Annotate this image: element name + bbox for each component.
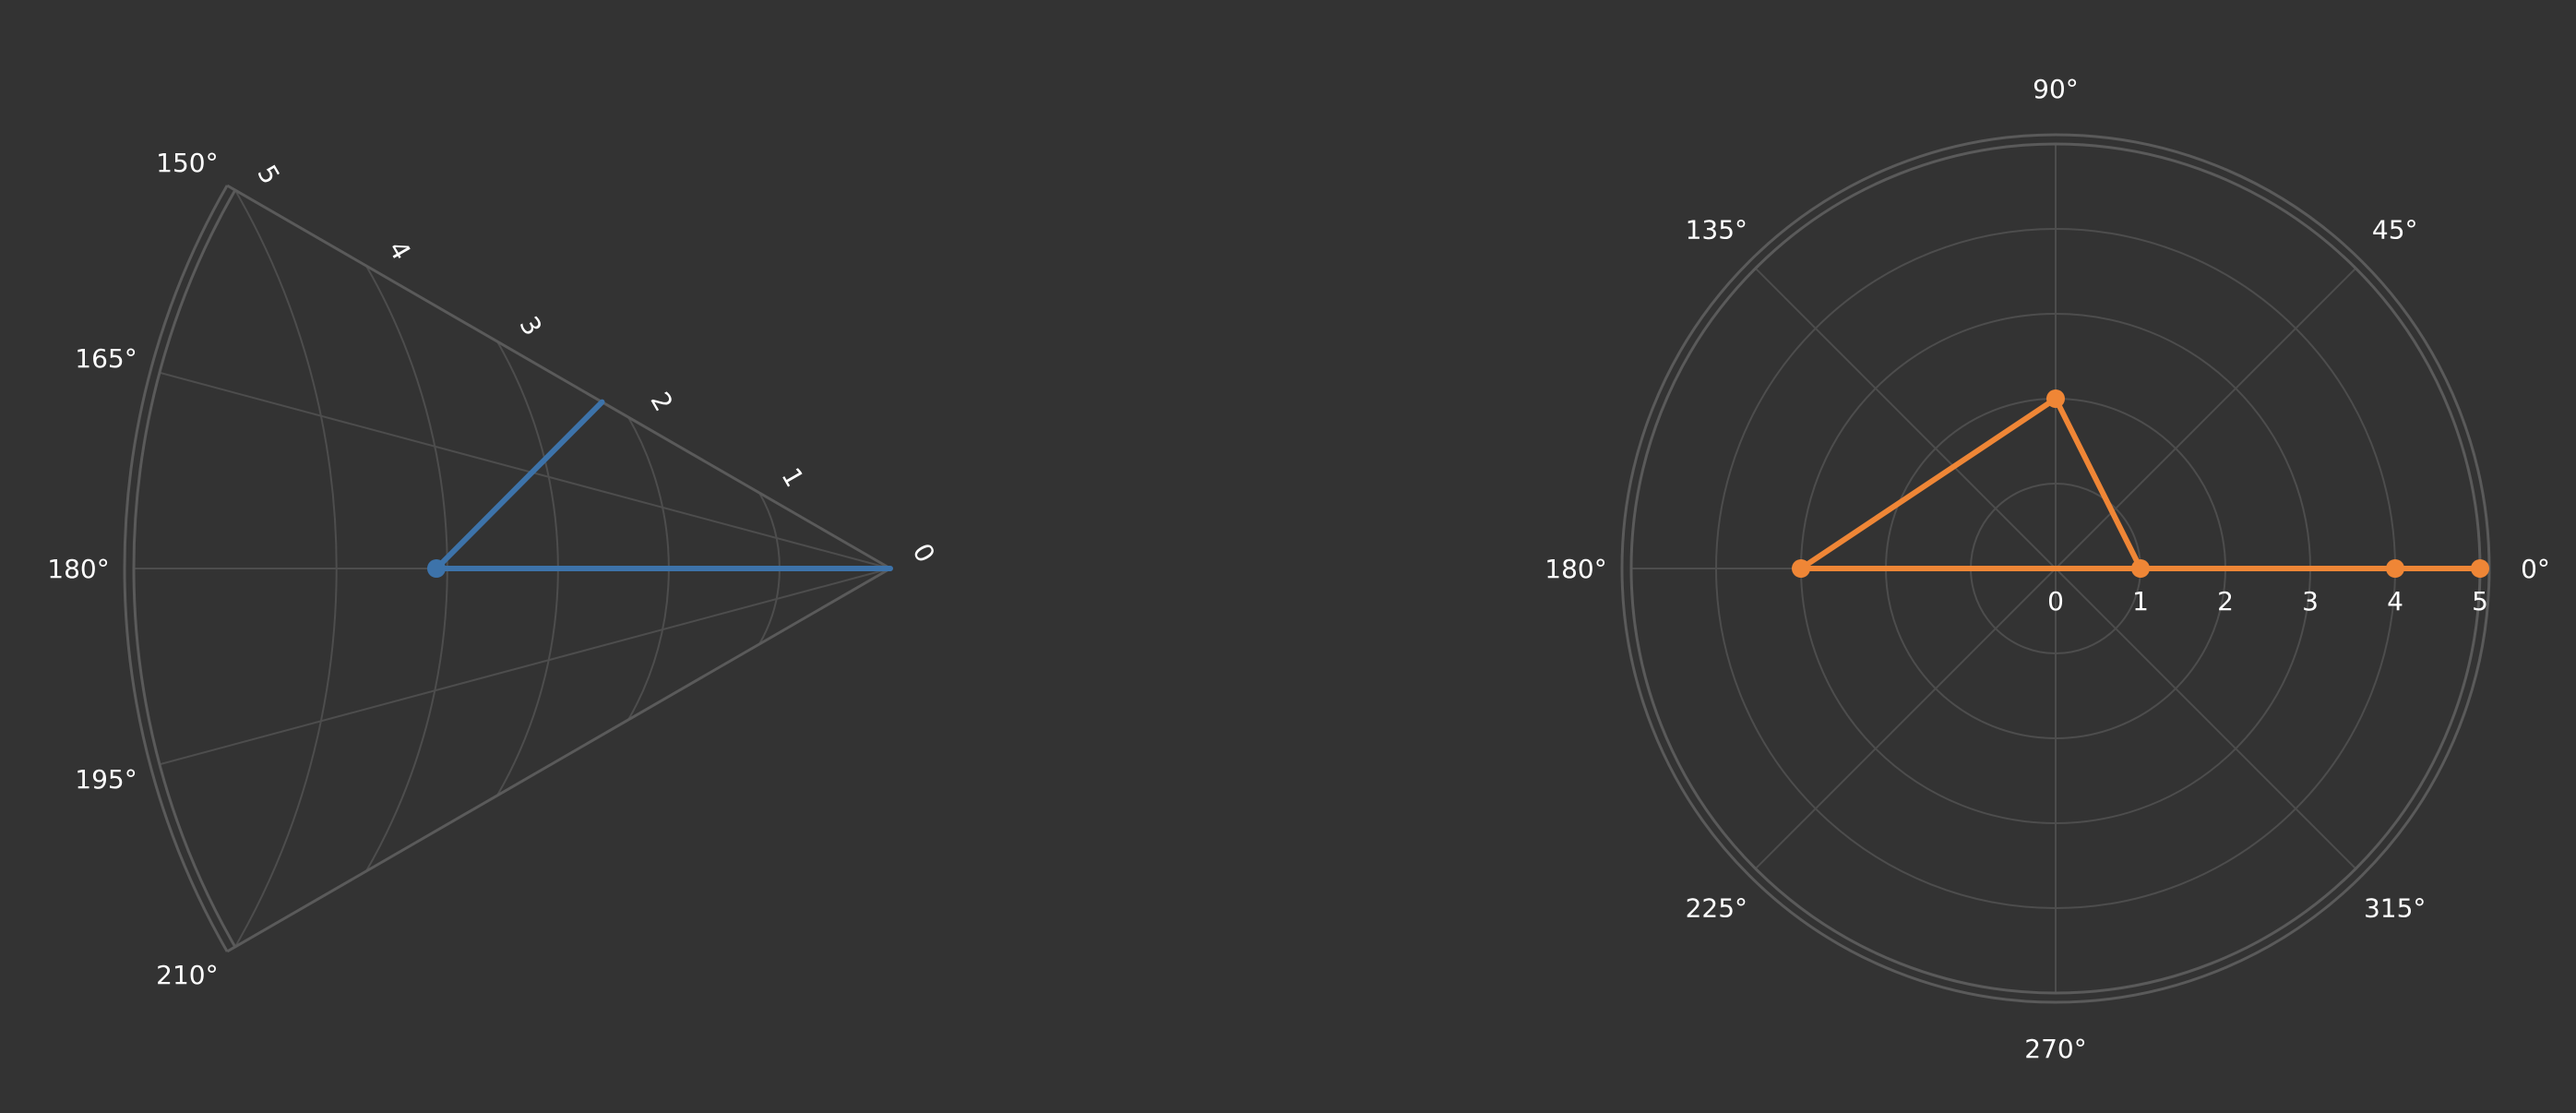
polar-full-chart: 0 1 2 3 4 5 0° 45° 90° 135° 180° 225° 270° 315° [1544,74,2550,1064]
radial-tick-label: 1 [2132,586,2149,616]
angular-tick-label: 180° [47,554,109,584]
polar-edge-line [226,567,891,953]
radial-tick-label: 4 [2387,586,2403,616]
polar-outline [123,185,229,952]
angular-grid-line [2055,268,2356,569]
radial-tick-label: 0 [2047,586,2064,616]
angular-tick-label: 315° [2364,893,2426,924]
angular-tick-label: 195° [75,764,137,795]
angular-tick-label: 90° [2033,74,2079,104]
angular-tick-label: 180° [1544,554,1606,584]
radial-tick-label: 5 [2472,586,2488,616]
series-marker-point [427,559,446,578]
angular-tick-label: 225° [1686,893,1747,924]
series-marker-point [2386,559,2404,578]
angular-grid-line [1755,568,2057,869]
angular-grid-line [1755,268,2057,569]
series-marker-point [2046,389,2065,408]
series-marker-point [1792,559,1810,578]
angular-tick-label: 135° [1686,214,1747,245]
angular-tick-label: 270° [2024,1034,2086,1064]
series-marker-point [2131,559,2150,578]
angular-grid-line [159,371,891,569]
radial-tick-label: 2 [2217,586,2234,616]
angular-tick-label: 210° [156,960,218,990]
polar-edge-line [226,184,891,570]
angular-grid-line [159,568,891,766]
angular-tick-label: 150° [156,148,218,178]
radial-tick-label: 3 [2302,586,2319,616]
angular-tick-label: 0° [2521,554,2550,584]
angular-tick-label: 165° [75,343,137,374]
angular-tick-label: 45° [2372,214,2418,245]
series-marker-point [2471,559,2489,578]
angular-grid-line [2055,568,2356,869]
polar-outline [132,189,237,948]
